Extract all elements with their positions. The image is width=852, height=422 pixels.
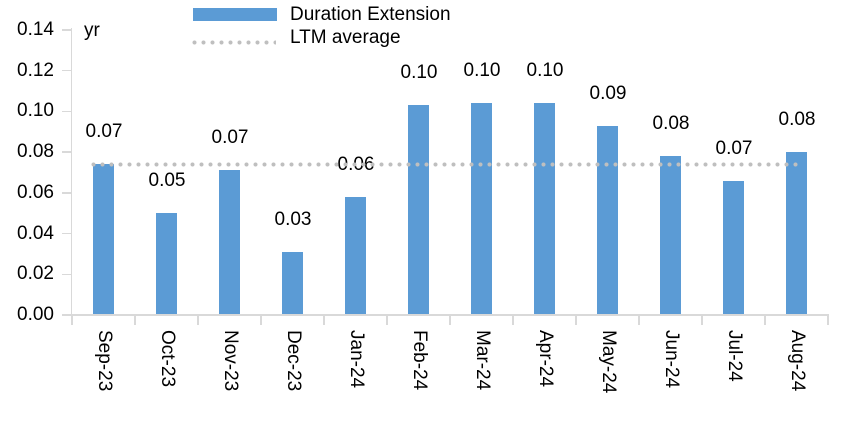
bar-apr-24 [534,103,555,315]
x-axis-label-apr-24: Apr-24 [535,330,556,388]
bar-feb-24 [408,105,429,315]
x-axis-label-feb-24: Feb-24 [409,330,430,391]
y-axis-tick [62,151,72,153]
bar-oct-23 [156,213,177,315]
bar-mar-24 [471,103,492,315]
x-axis-label-sep-23: Sep-23 [94,330,115,392]
y-axis-tick-label: 0.10 [17,100,54,122]
bar-aug-24 [786,152,807,315]
bar-value-label-apr-24: 0.10 [526,60,564,81]
y-axis-tick [62,273,72,276]
y-axis-tick [62,192,72,194]
x-axis-tick [386,315,388,325]
x-axis-label-jan-24: Jan-24 [346,330,367,389]
y-axis-tick-label: 0.12 [17,59,54,81]
x-axis-tick [197,315,199,325]
x-axis-tick [260,315,262,325]
y-axis-tick [62,29,72,31]
x-axis-tick [449,315,451,325]
bar-value-label-nov-23: 0.07 [211,127,249,148]
x-axis-label-oct-23: Oct-23 [157,330,178,388]
y-axis-tick-label: 0.04 [17,222,54,244]
x-axis-label-jun-24: Jun-24 [661,330,682,389]
x-axis-tick [764,315,766,325]
bar-nov-23 [219,170,240,315]
y-axis-tick [62,232,72,235]
bar-value-label-sep-23: 0.07 [85,121,123,142]
y-axis-tick [62,110,72,113]
x-axis-label-nov-23: Nov-23 [220,330,241,392]
x-axis-label-aug-24: Aug-24 [787,330,808,392]
x-axis-tick [638,315,640,325]
legend-label-duration-extension: Duration Extension [290,4,451,25]
y-axis-tick-label: 0.06 [17,181,54,203]
x-axis-tick [134,315,136,325]
y-axis-tick [62,69,72,72]
bar-dec-23 [282,252,303,315]
bar-sep-23 [93,164,114,315]
x-axis-tick [575,315,577,325]
y-axis-tick-label: 0.00 [17,304,54,325]
y-axis-line [70,28,72,317]
legend-label-ltm-average: LTM average [290,27,401,48]
bar-may-24 [597,126,618,315]
y-axis-unit-label: yr [84,20,100,41]
x-axis-tick [512,315,514,325]
bar-jun-24 [660,156,681,315]
y-axis-tick-label: 0.08 [17,141,54,163]
bar-value-label-jun-24: 0.08 [652,113,690,134]
y-axis-tick-label: 0.14 [17,19,54,40]
x-axis-tick [827,315,829,325]
x-axis-line [62,314,829,316]
x-axis-label-mar-24: Mar-24 [472,330,493,391]
legend-bar-swatch-icon [193,8,277,21]
bar-value-label-dec-23: 0.03 [274,209,312,230]
x-axis-tick [701,315,703,325]
bar-value-label-aug-24: 0.08 [778,109,816,130]
y-axis-tick-label: 0.02 [17,263,54,285]
bar-jan-24 [345,197,366,315]
x-axis-label-jul-24: Jul-24 [724,330,745,382]
x-axis-label-may-24: May-24 [598,330,619,394]
ltm-average-reference-line [91,161,801,167]
x-axis-label-dec-23: Dec-23 [283,330,304,392]
legend-dotted-line-icon [192,40,276,45]
bar-jul-24 [723,181,744,315]
bar-value-label-mar-24: 0.10 [463,60,501,81]
x-axis-tick [71,315,73,325]
bar-value-label-may-24: 0.09 [589,83,627,104]
bar-value-label-jul-24: 0.07 [715,138,753,159]
x-axis-tick [323,315,325,325]
bar-value-label-oct-23: 0.05 [148,170,186,191]
bar-value-label-feb-24: 0.10 [400,62,438,83]
